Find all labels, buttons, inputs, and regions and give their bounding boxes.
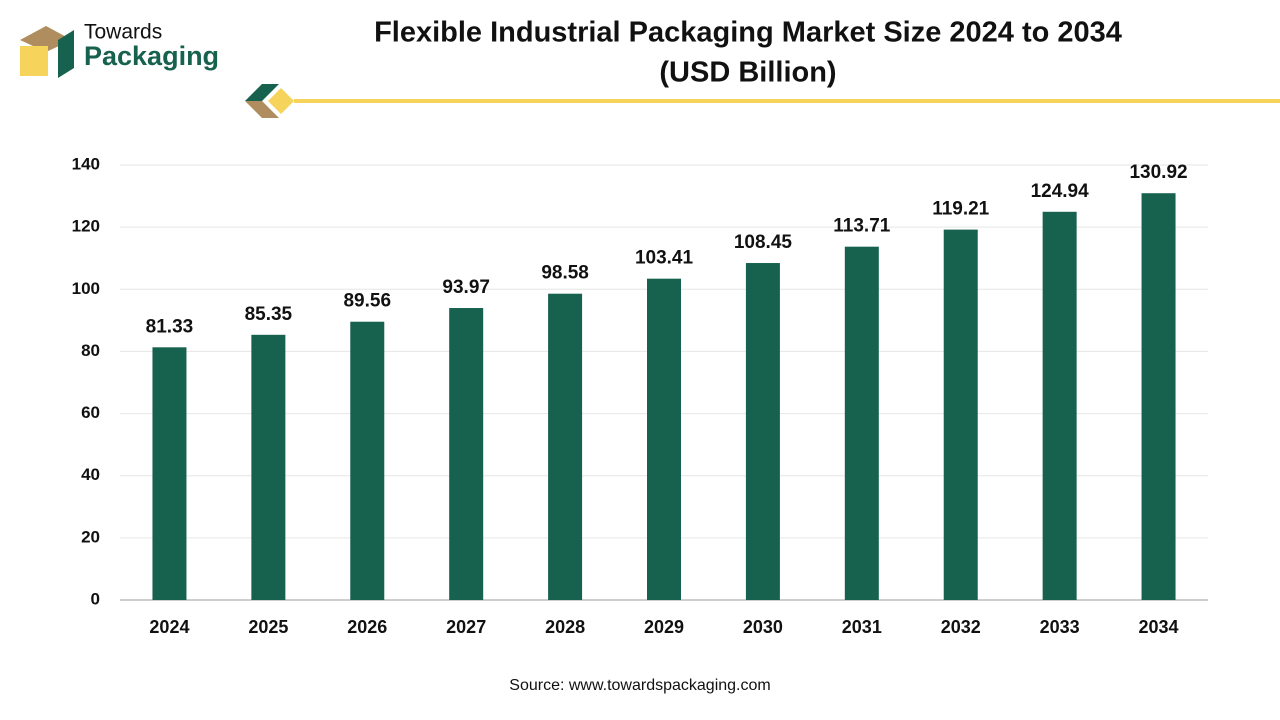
y-tick-label: 100	[72, 279, 100, 298]
bar	[350, 322, 384, 600]
y-tick-label: 0	[91, 589, 100, 608]
bar	[647, 279, 681, 600]
bar	[845, 247, 879, 600]
x-tick-label: 2030	[743, 617, 783, 637]
value-label: 130.92	[1129, 162, 1187, 183]
chart-title: Flexible Industrial Packaging Market Siz…	[374, 17, 1122, 49]
y-tick-label: 60	[81, 403, 100, 422]
bar	[1043, 212, 1077, 600]
x-tick-label: 2033	[1040, 617, 1080, 637]
bar	[1142, 193, 1176, 600]
x-tick-label: 2034	[1139, 617, 1179, 637]
bar	[944, 230, 978, 600]
logo-text: Packaging	[84, 41, 219, 71]
value-label: 103.41	[635, 248, 694, 269]
value-label: 124.94	[1031, 181, 1090, 202]
y-tick-label: 20	[81, 527, 100, 546]
value-label: 93.97	[442, 277, 490, 298]
y-tick-label: 140	[72, 154, 100, 173]
value-label: 98.58	[541, 263, 589, 284]
bar	[251, 335, 285, 600]
y-tick-label: 40	[81, 465, 100, 484]
chart-subtitle: (USD Billion)	[659, 57, 836, 89]
value-label: 113.71	[833, 216, 890, 237]
value-label: 81.33	[146, 316, 194, 337]
x-tick-label: 2025	[248, 617, 288, 637]
x-tick-label: 2029	[644, 617, 684, 637]
x-tick-label: 2031	[842, 617, 882, 637]
y-tick-label: 120	[72, 217, 100, 236]
source: Source: www.towardspackaging.com	[509, 677, 770, 694]
bar	[449, 308, 483, 600]
value-label: 108.45	[734, 232, 793, 253]
y-tick-label: 80	[81, 341, 100, 360]
value-label: 89.56	[343, 291, 391, 312]
bar	[746, 263, 780, 600]
x-tick-label: 2032	[941, 617, 981, 637]
value-label: 119.21	[932, 199, 989, 220]
bar	[152, 347, 186, 600]
value-label: 85.35	[245, 304, 293, 325]
x-tick-label: 2028	[545, 617, 585, 637]
bar	[548, 294, 582, 600]
x-tick-label: 2026	[347, 617, 387, 637]
x-tick-label: 2027	[446, 617, 486, 637]
logo-text: Towards	[84, 21, 162, 44]
x-tick-label: 2024	[149, 617, 189, 637]
